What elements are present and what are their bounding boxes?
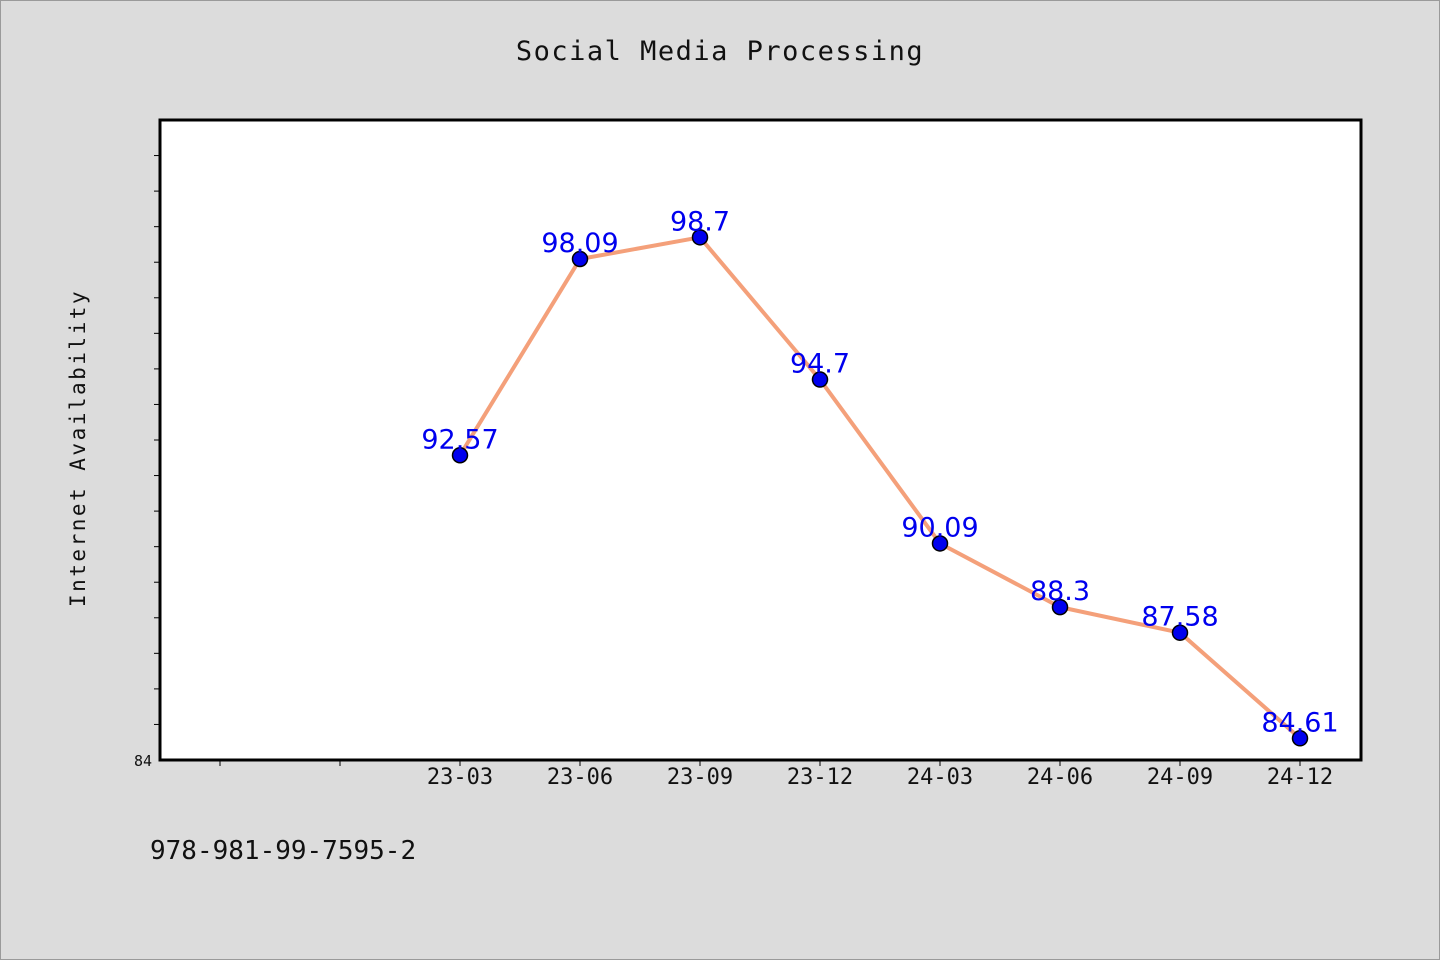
data-point bbox=[1171, 624, 1189, 641]
plot-area bbox=[158, 118, 1363, 762]
data-label: 90.09 bbox=[901, 512, 978, 543]
series-line bbox=[458, 235, 1302, 741]
x-tick-label: 23-09 bbox=[667, 765, 733, 790]
series-layer: 92.57 98.09 98.7 94.7 90.09 88.3 87.58 84.61 bbox=[421, 206, 1339, 747]
data-point bbox=[811, 371, 829, 388]
x-axis-ticks: 23-03 23-06 23-09 23-12 24-03 24-06 24-09 24-12 bbox=[219, 760, 1333, 790]
x-tick-label: 23-06 bbox=[547, 765, 613, 790]
data-label: 87.58 bbox=[1141, 602, 1218, 633]
data-point bbox=[1051, 598, 1069, 616]
x-tick-label: 24-09 bbox=[1147, 765, 1213, 790]
data-point bbox=[1291, 730, 1309, 747]
x-tick-label: 23-12 bbox=[787, 765, 853, 790]
data-label: 94.7 bbox=[790, 349, 850, 380]
isbn-footer: 978-981-99-7595-2 bbox=[150, 836, 417, 866]
data-label: 92.57 bbox=[421, 424, 498, 455]
data-point bbox=[931, 535, 949, 552]
x-tick-label: 24-06 bbox=[1027, 765, 1093, 790]
y-axis-ticks bbox=[154, 155, 160, 725]
data-label: 98.7 bbox=[670, 206, 730, 237]
data-point bbox=[691, 229, 709, 246]
y-tick-label: 84 bbox=[134, 752, 152, 770]
x-tick-label: 23-03 bbox=[427, 765, 493, 790]
chart-title: Social Media Processing bbox=[515, 36, 925, 67]
x-tick-label: 24-03 bbox=[907, 765, 973, 790]
data-label: 88.3 bbox=[1030, 576, 1090, 607]
data-label: 84.61 bbox=[1261, 707, 1338, 738]
x-tick-label: 24-12 bbox=[1267, 765, 1333, 790]
data-point bbox=[571, 250, 589, 268]
data-label: 98.09 bbox=[541, 228, 618, 259]
data-point bbox=[451, 447, 469, 464]
